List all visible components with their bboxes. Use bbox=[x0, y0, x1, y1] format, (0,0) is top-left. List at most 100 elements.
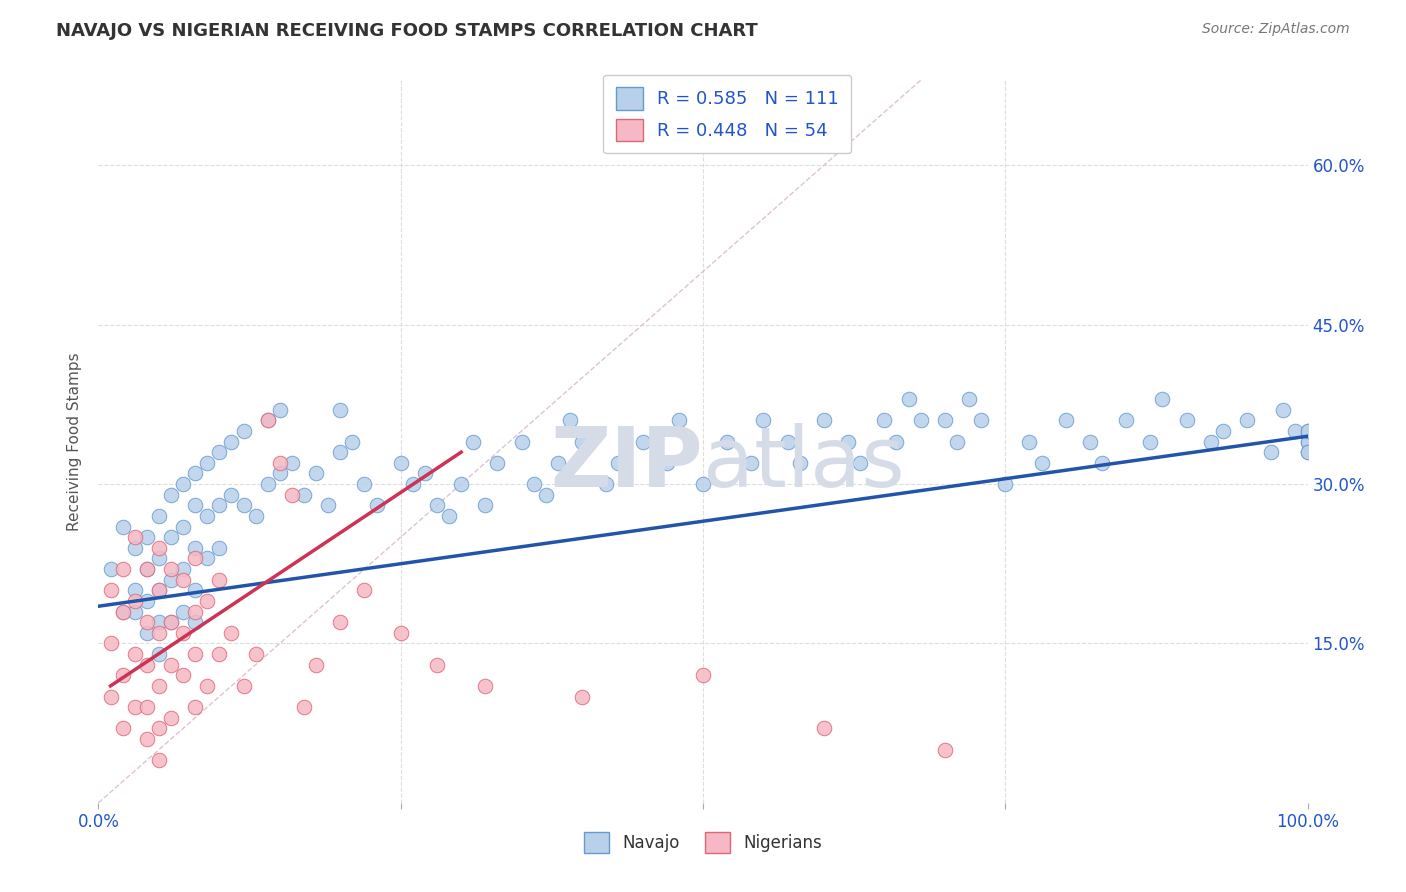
Point bbox=[135, 732, 157, 747]
Point bbox=[135, 594, 157, 608]
Legend: Navajo, Nigerians: Navajo, Nigerians bbox=[578, 826, 828, 860]
Point bbox=[124, 530, 146, 544]
Point bbox=[305, 467, 328, 481]
Text: NAVAJO VS NIGERIAN RECEIVING FOOD STAMPS CORRELATION CHART: NAVAJO VS NIGERIAN RECEIVING FOOD STAMPS… bbox=[56, 22, 758, 40]
Point bbox=[329, 402, 352, 417]
Point bbox=[184, 615, 207, 630]
Point bbox=[160, 562, 183, 576]
Point bbox=[100, 636, 122, 650]
Point bbox=[607, 456, 630, 470]
Point bbox=[148, 722, 170, 736]
Point bbox=[208, 541, 231, 555]
Point bbox=[124, 700, 146, 714]
Point bbox=[813, 722, 835, 736]
Point bbox=[184, 467, 207, 481]
Point bbox=[957, 392, 980, 406]
Point bbox=[1199, 434, 1222, 449]
Point bbox=[232, 498, 254, 512]
Point bbox=[934, 742, 956, 756]
Point bbox=[437, 508, 460, 523]
Point bbox=[135, 700, 157, 714]
Point bbox=[1175, 413, 1198, 427]
Point bbox=[184, 583, 207, 598]
Point bbox=[135, 625, 157, 640]
Point bbox=[148, 541, 170, 555]
Point bbox=[221, 625, 243, 640]
Point bbox=[571, 434, 593, 449]
Point bbox=[342, 434, 364, 449]
Point bbox=[184, 605, 207, 619]
Point bbox=[208, 445, 231, 459]
Point bbox=[135, 562, 157, 576]
Point bbox=[148, 583, 170, 598]
Point bbox=[135, 615, 157, 630]
Point bbox=[111, 605, 134, 619]
Point bbox=[269, 467, 291, 481]
Point bbox=[195, 594, 218, 608]
Point bbox=[148, 551, 170, 566]
Point bbox=[184, 498, 207, 512]
Point bbox=[752, 413, 775, 427]
Point bbox=[256, 413, 278, 427]
Point bbox=[160, 573, 183, 587]
Point bbox=[486, 456, 509, 470]
Point bbox=[873, 413, 896, 427]
Point bbox=[1152, 392, 1174, 406]
Point bbox=[100, 562, 122, 576]
Point bbox=[111, 519, 134, 533]
Point bbox=[668, 413, 690, 427]
Point bbox=[970, 413, 993, 427]
Point bbox=[1296, 424, 1319, 438]
Text: atlas: atlas bbox=[703, 423, 904, 504]
Point bbox=[1018, 434, 1040, 449]
Point bbox=[474, 679, 496, 693]
Point bbox=[172, 477, 194, 491]
Point bbox=[124, 605, 146, 619]
Point bbox=[1078, 434, 1101, 449]
Point bbox=[172, 573, 194, 587]
Point bbox=[1115, 413, 1137, 427]
Point bbox=[269, 456, 291, 470]
Point bbox=[221, 434, 243, 449]
Text: ZIP: ZIP bbox=[551, 423, 703, 504]
Point bbox=[111, 668, 134, 682]
Point bbox=[148, 625, 170, 640]
Point bbox=[389, 625, 412, 640]
Point bbox=[195, 508, 218, 523]
Point bbox=[232, 679, 254, 693]
Point bbox=[389, 456, 412, 470]
Point bbox=[571, 690, 593, 704]
Point bbox=[329, 615, 352, 630]
Point bbox=[172, 625, 194, 640]
Point bbox=[547, 456, 569, 470]
Point bbox=[172, 605, 194, 619]
Point bbox=[281, 456, 304, 470]
Point bbox=[510, 434, 533, 449]
Point bbox=[135, 657, 157, 672]
Point bbox=[994, 477, 1017, 491]
Text: Source: ZipAtlas.com: Source: ZipAtlas.com bbox=[1202, 22, 1350, 37]
Point bbox=[558, 413, 581, 427]
Point bbox=[426, 657, 449, 672]
Point bbox=[740, 456, 762, 470]
Point bbox=[232, 424, 254, 438]
Point bbox=[1296, 434, 1319, 449]
Point bbox=[402, 477, 425, 491]
Point bbox=[1212, 424, 1234, 438]
Point bbox=[148, 615, 170, 630]
Point bbox=[184, 647, 207, 661]
Point bbox=[1296, 424, 1319, 438]
Point bbox=[595, 477, 617, 491]
Point bbox=[111, 562, 134, 576]
Point bbox=[111, 605, 134, 619]
Point bbox=[413, 467, 436, 481]
Point bbox=[148, 679, 170, 693]
Point bbox=[353, 477, 375, 491]
Point bbox=[523, 477, 546, 491]
Point bbox=[1296, 445, 1319, 459]
Point bbox=[148, 583, 170, 598]
Point bbox=[813, 413, 835, 427]
Point bbox=[366, 498, 388, 512]
Point bbox=[160, 711, 183, 725]
Point bbox=[1091, 456, 1114, 470]
